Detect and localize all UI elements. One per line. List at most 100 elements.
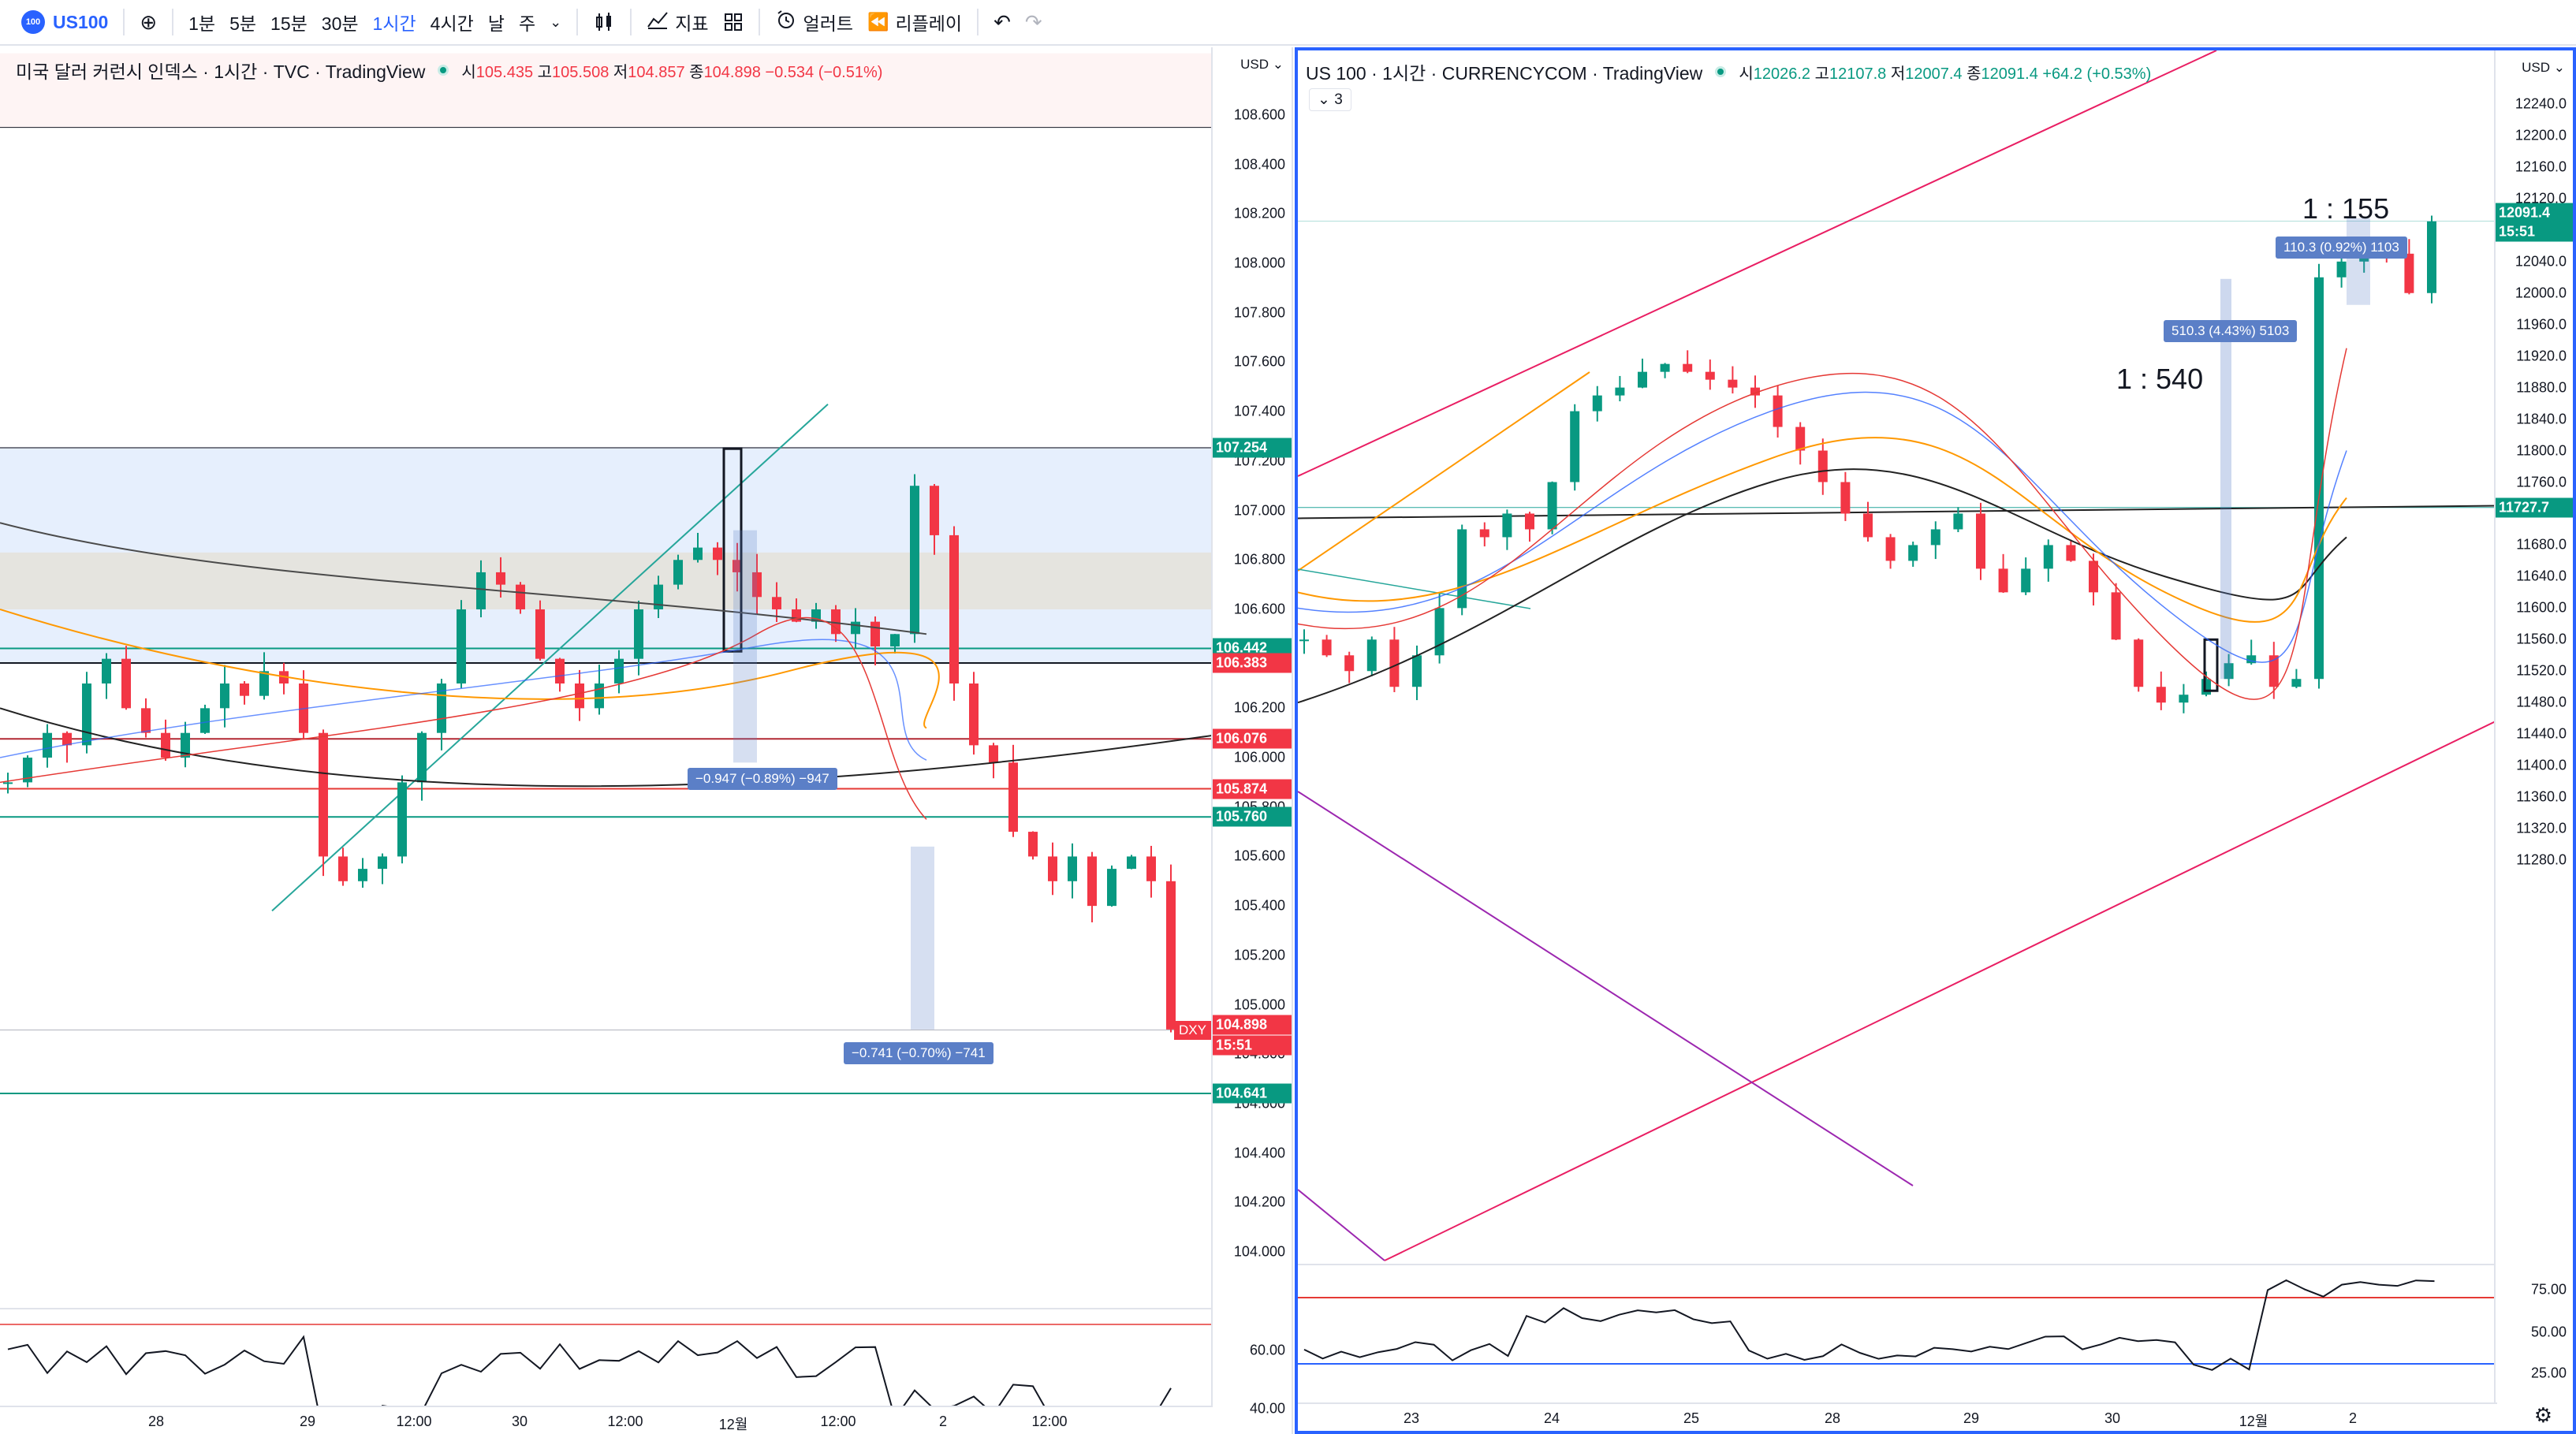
price-tick-label: 106.200 [1233,699,1285,716]
candle-body [2156,687,2166,703]
divider [123,9,125,35]
rsi-tick-label: 75.00 [2530,1281,2567,1298]
candle-body [397,782,407,857]
price-tick-label: 12040.0 [2514,253,2567,270]
candle-body [1863,513,1873,538]
price-scale[interactable]: USD ⌄ 12240.012200.012160.012120.012080.… [2494,50,2573,1431]
chevron-down-icon[interactable]: ⌄ [550,13,562,30]
ma-line [0,522,927,635]
measure-label[interactable]: 110.3 (0.92%) 1103 [2276,237,2407,259]
divider [172,9,174,35]
layout-grid-icon[interactable] [716,0,751,45]
price-tick-label: 107.400 [1233,403,1285,419]
candle-body [1953,513,1963,530]
ratio-annotation[interactable]: 1 : 155 [2302,192,2390,225]
candle-body [1615,387,1625,396]
indicators-collapse-button[interactable]: ⌄ 3 [1309,88,1351,111]
interval-1h[interactable]: 1시간 [372,13,416,34]
time-axis[interactable]: 28 29 12:00 30 12:00 12월 12:00 2 12:00 [0,1406,1213,1434]
trend-line [271,404,829,912]
interval-day[interactable]: 날 [487,13,505,34]
candle-body [2043,545,2053,569]
ratio-annotation[interactable]: 1 : 540 [2116,363,2204,395]
interval-4h[interactable]: 4시간 [430,13,474,34]
channel-line [1298,50,2217,477]
interval-1m[interactable]: 1분 [188,13,216,34]
price-tag: 104.641 [1213,1083,1292,1104]
interval-30m[interactable]: 30분 [321,13,359,34]
candle-body [910,486,919,635]
candle-body [2314,277,2324,680]
candle-body [1570,411,1580,482]
price-tick-label: 11280.0 [2516,851,2567,868]
replay-button[interactable]: ⏪ 리플레이 [860,0,969,45]
candle-body [240,683,249,696]
divider [758,9,760,35]
candle-body [1638,371,1647,388]
candle-body [62,732,72,746]
candle-body [595,683,604,709]
time-label: 25 [1683,1410,1700,1426]
settings-gear-icon[interactable]: ⚙ [2533,1403,2552,1427]
price-tag: 11727.7 [2496,497,2573,518]
time-label: 29 [299,1414,316,1429]
price-tick-label: 105.200 [1233,947,1285,963]
currency-selector[interactable]: USD ⌄ [1240,57,1284,72]
price-tick-label: 107.000 [1233,502,1285,519]
price-tick-label: 11320.0 [2516,820,2567,836]
interval-5m[interactable]: 5분 [229,13,257,34]
candle-body [259,671,269,696]
ma-line [1298,391,2347,663]
candle-style-icon[interactable] [586,0,622,45]
price-tick-label: 108.400 [1233,156,1285,173]
candle-body [1705,371,1715,380]
rsi-tick-label: 40.00 [1249,1400,1285,1417]
price-tick-label: 12200.0 [2514,127,2567,143]
undo-icon[interactable]: ↶ [993,9,1011,34]
currency-selector[interactable]: USD ⌄ [2522,60,2565,75]
alert-label: 얼러트 [803,13,854,34]
measure-range [911,846,934,1030]
chart-pane-dxy[interactable]: 미국 달러 커런시 인덱스 · 1시간 · TVC · TradingView … [0,47,1293,1434]
interval-week[interactable]: 주 [518,13,536,34]
candle-body [752,572,762,598]
symbol-search[interactable]: 100 US100 [14,0,115,45]
candle-body [338,856,348,881]
candle-body [1750,387,1760,396]
price-scale[interactable]: USD ⌄ 108.600 108.400 108.200 108.000 107.80… [1211,47,1292,1434]
candle-body [2268,655,2279,687]
interval-15m[interactable]: 15분 [270,13,308,34]
us100-chart-canvas[interactable] [1298,50,2497,1402]
ma-line [0,707,1213,788]
time-label: 2 [2348,1410,2358,1426]
price-tick-label: 108.200 [1233,205,1285,222]
symbol-price-tag: DXY [1174,1021,1211,1040]
candle-body [575,683,584,709]
candle-body [930,486,939,535]
chart-title: 미국 달러 커런시 인덱스 · 1시간 · TVC · TradingView [16,61,426,82]
time-label: 29 [1963,1410,1980,1426]
chart-pane-us100[interactable]: US 100 · 1시간 · CURRENCYCOM · TradingView… [1295,47,2576,1434]
add-symbol-icon[interactable]: ⊕ [140,9,158,34]
ma-line [0,639,927,761]
trend-line [1298,568,1531,609]
symbol-label: US100 [53,11,109,32]
time-axis[interactable]: 23 24 25 28 29 30 12월 2 [1298,1402,2497,1431]
candle-body [417,732,427,783]
candle-body [1840,482,1851,514]
candle-body [457,609,466,683]
candle-body [43,732,52,758]
dxy-chart-canvas[interactable] [0,47,1213,1406]
measure-label[interactable]: 510.3 (4.43%) 5103 [2164,320,2298,342]
candle-body [1930,529,1940,546]
redo-icon[interactable]: ↷ [1024,9,1042,34]
candle-body [161,732,170,758]
candle-body [1127,856,1136,870]
alert-button[interactable]: 얼러트 [768,0,860,45]
candle-body [989,745,998,763]
indicators-button[interactable]: 지표 [639,0,715,45]
measure-label[interactable]: −0.741 (−0.70%) −741 [844,1042,993,1064]
measure-label[interactable]: −0.947 (−0.89%) −947 [688,768,837,790]
candle-body [2021,568,2031,593]
price-tick-label: 11800.0 [2516,442,2567,459]
